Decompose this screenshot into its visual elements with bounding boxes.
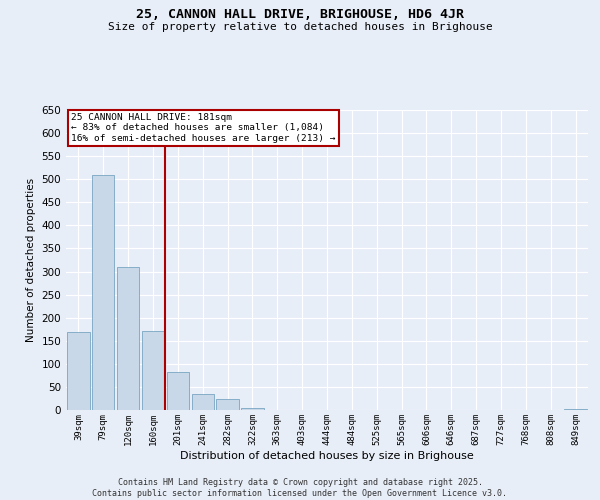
Bar — [67, 332, 89, 410]
Text: 25 CANNON HALL DRIVE: 181sqm
← 83% of detached houses are smaller (1,084)
16% of: 25 CANNON HALL DRIVE: 181sqm ← 83% of de… — [71, 113, 336, 143]
Text: Contains HM Land Registry data © Crown copyright and database right 2025.
Contai: Contains HM Land Registry data © Crown c… — [92, 478, 508, 498]
Bar — [92, 174, 115, 410]
Bar — [142, 330, 164, 410]
X-axis label: Distribution of detached houses by size in Brighouse: Distribution of detached houses by size … — [180, 450, 474, 460]
Bar — [241, 408, 263, 410]
Bar — [565, 409, 587, 410]
Bar — [117, 267, 139, 410]
Bar — [167, 372, 189, 410]
Bar — [217, 399, 239, 410]
Y-axis label: Number of detached properties: Number of detached properties — [26, 178, 36, 342]
Text: Size of property relative to detached houses in Brighouse: Size of property relative to detached ho… — [107, 22, 493, 32]
Text: 25, CANNON HALL DRIVE, BRIGHOUSE, HD6 4JR: 25, CANNON HALL DRIVE, BRIGHOUSE, HD6 4J… — [136, 8, 464, 20]
Bar — [191, 394, 214, 410]
